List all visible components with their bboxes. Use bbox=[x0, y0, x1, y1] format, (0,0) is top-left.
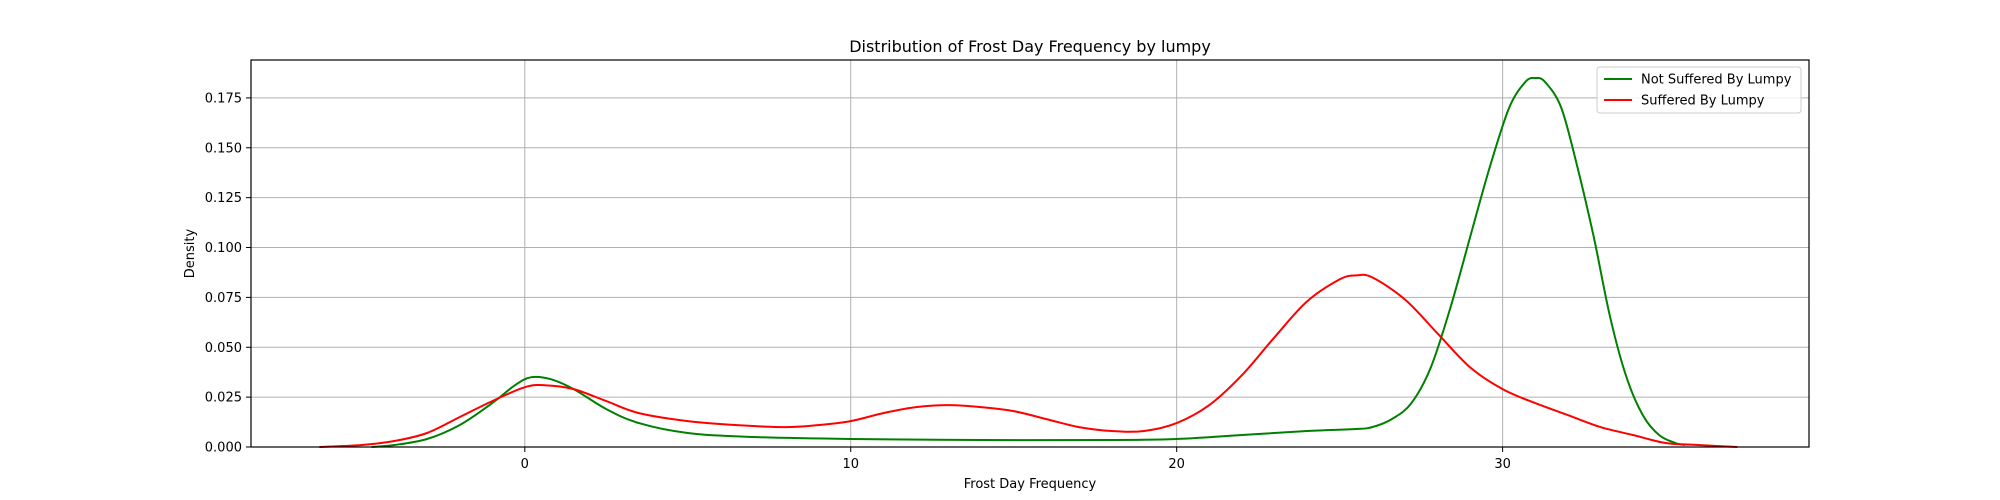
legend-label-1: Suffered By Lumpy bbox=[1641, 94, 1765, 109]
plot-frame bbox=[250, 59, 1810, 448]
series-line-0 bbox=[371, 76, 1686, 448]
legend-label-0: Not Suffered By Lumpy bbox=[1641, 73, 1792, 88]
x-tick-label-3: 30 bbox=[1494, 457, 1511, 472]
legend: Not Suffered By Lumpy Suffered By Lumpy bbox=[1596, 66, 1802, 114]
x-axis-label: Frost Day Frequency bbox=[964, 477, 1097, 492]
y-tick-label-5: 0.125 bbox=[205, 191, 242, 206]
y-tick-label-7: 0.175 bbox=[205, 91, 242, 106]
x-tick-label-2: 20 bbox=[1168, 457, 1185, 472]
x-tick-label-1: 10 bbox=[842, 457, 859, 472]
y-tick-label-2: 0.050 bbox=[205, 341, 242, 356]
y-tick-label-4: 0.100 bbox=[205, 241, 242, 256]
grid bbox=[251, 60, 1809, 448]
legend-box bbox=[1596, 66, 1802, 114]
y-tick-label-0: 0.000 bbox=[205, 441, 242, 456]
y-tick-label-3: 0.075 bbox=[205, 291, 242, 306]
series-line-1 bbox=[319, 273, 1738, 448]
y-tick-label-1: 0.025 bbox=[205, 391, 242, 406]
x-axis-ticks: 0 10 20 30 bbox=[521, 447, 1511, 472]
x-tick-label-0: 0 bbox=[521, 457, 529, 472]
y-axis-label: Density bbox=[183, 228, 198, 278]
y-axis-ticks: 0.000 0.025 0.050 0.075 0.100 0.125 0.150 0.175 bbox=[205, 91, 251, 456]
y-tick-label-6: 0.150 bbox=[205, 141, 242, 156]
series-layer bbox=[319, 76, 1738, 448]
chart-title: Distribution of Frost Day Frequency by l… bbox=[849, 37, 1211, 56]
